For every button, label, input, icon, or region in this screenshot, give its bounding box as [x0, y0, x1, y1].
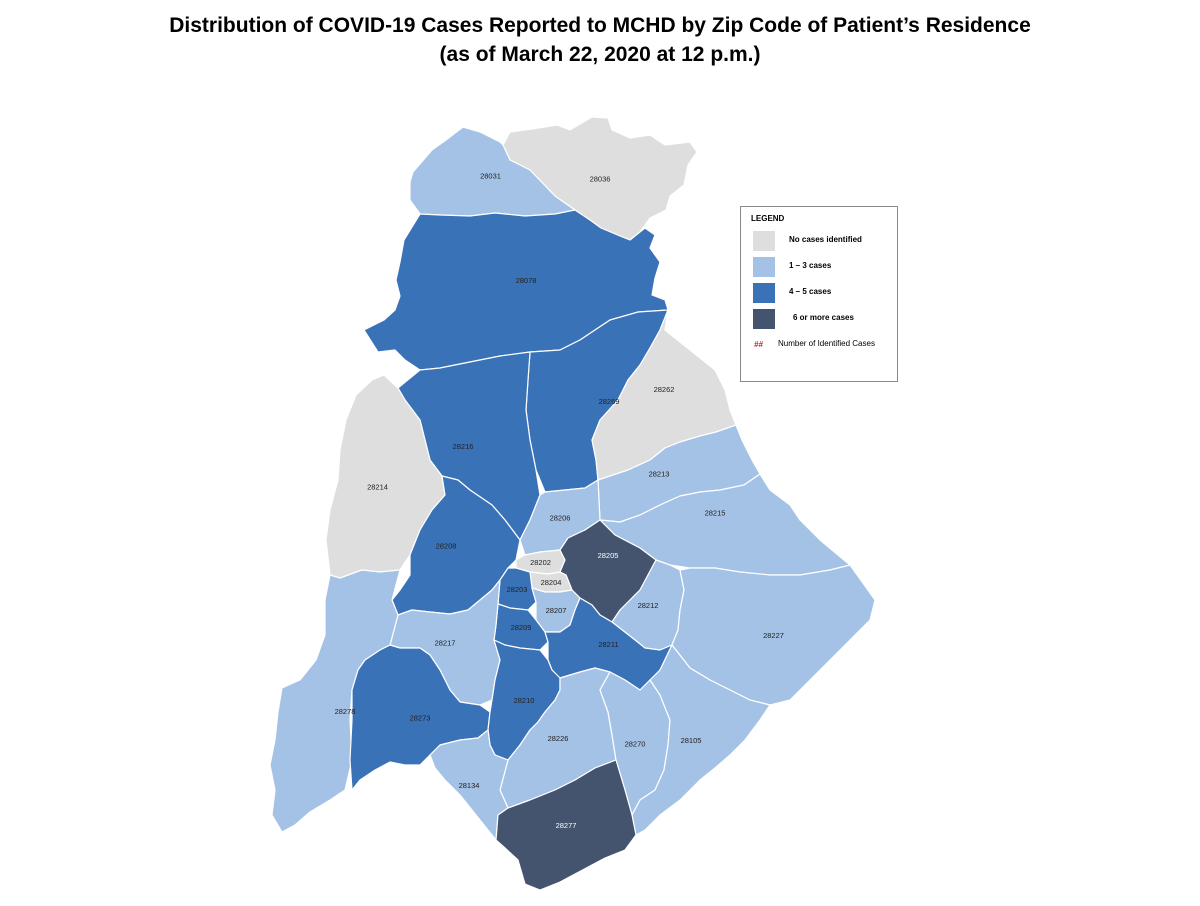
zip-label-28227: 28227 — [763, 631, 784, 640]
legend-count-label: Number of Identified Cases — [778, 339, 875, 348]
legend-label-none: No cases identified — [789, 235, 862, 244]
zip-label-28105: 28105 — [681, 736, 702, 745]
legend-item-mid: 4 – 5 cases — [753, 283, 893, 303]
zip-label-28078: 28078 — [516, 276, 537, 285]
zip-label-28278: 28278 — [335, 707, 356, 716]
zip-label-28205: 28205 — [598, 551, 619, 560]
legend-count-symbol: ## — [754, 340, 763, 349]
zip-label-28273: 28273 — [410, 714, 431, 723]
zip-label-28210: 28210 — [514, 696, 535, 705]
zip-label-28269: 28269 — [599, 397, 620, 406]
zip-label-28215: 28215 — [705, 509, 726, 518]
legend-label-mid: 4 – 5 cases — [789, 287, 832, 296]
zip-label-28202: 28202 — [530, 558, 551, 567]
zip-label-28206: 28206 — [550, 514, 571, 523]
map-legend: LEGEND No cases identified 1 – 3 cases 4… — [740, 206, 898, 382]
zip-region-28278[interactable] — [269, 569, 401, 833]
zip-label-28214: 28214 — [367, 483, 388, 492]
zip-label-28213: 28213 — [649, 470, 670, 479]
zip-label-28216: 28216 — [453, 442, 474, 451]
map-title: Distribution of COVID-19 Cases Reported … — [169, 14, 1031, 37]
zip-label-28207: 28207 — [546, 606, 567, 615]
zip-label-28277: 28277 — [556, 821, 577, 830]
legend-item-none: No cases identified — [753, 231, 893, 251]
zip-region-28227[interactable] — [671, 564, 876, 706]
legend-label-low: 1 – 3 cases — [789, 261, 832, 270]
legend-swatch-low — [753, 257, 775, 277]
zip-label-28217: 28217 — [435, 639, 456, 648]
zip-label-28262: 28262 — [654, 385, 675, 394]
zip-label-28031: 28031 — [480, 172, 501, 181]
zip-label-28134: 28134 — [459, 781, 480, 790]
zip-label-28270: 28270 — [625, 740, 646, 749]
legend-swatch-mid — [753, 283, 775, 303]
legend-label-high: 6 or more cases — [793, 313, 854, 322]
zip-label-28203: 28203 — [507, 585, 528, 594]
zip-label-28212: 28212 — [638, 601, 659, 610]
zip-region-28134[interactable] — [429, 729, 509, 841]
zip-label-28226: 28226 — [548, 734, 569, 743]
zip-label-28211: 28211 — [598, 640, 618, 649]
legend-swatch-none — [753, 231, 775, 251]
legend-swatch-high — [753, 309, 775, 329]
zip-region-28105[interactable] — [631, 644, 771, 836]
map-subtitle: (as of March 22, 2020 at 12 p.m.) — [439, 43, 761, 66]
zip-label-28209: 28209 — [511, 623, 532, 632]
legend-item-low: 1 – 3 cases — [753, 257, 893, 277]
zip-label-28036: 28036 — [590, 175, 611, 184]
zip-label-28208: 28208 — [436, 542, 457, 551]
legend-title: LEGEND — [751, 214, 785, 223]
legend-item-high: 6 or more cases — [753, 309, 893, 329]
zip-region-28277[interactable] — [495, 759, 637, 891]
zip-label-28204: 28204 — [541, 578, 562, 587]
